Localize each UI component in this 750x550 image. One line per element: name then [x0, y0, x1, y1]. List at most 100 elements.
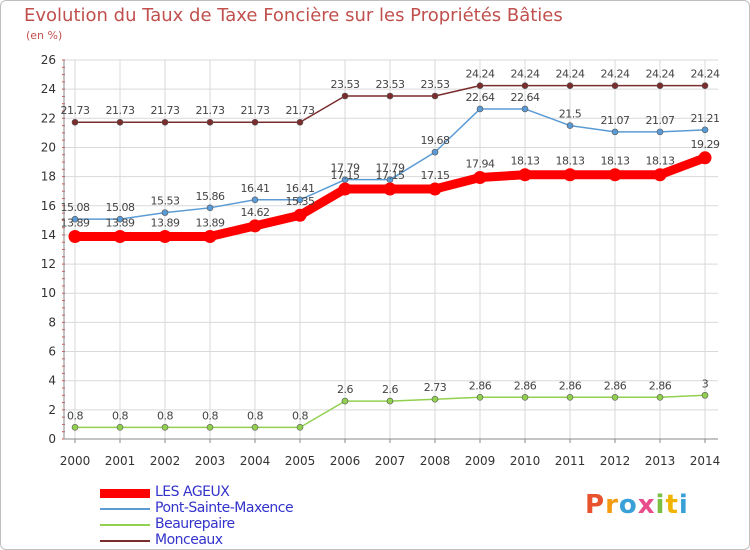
data-point [566, 82, 574, 89]
data-point [611, 82, 619, 89]
data-point [68, 230, 82, 244]
x-tick-label: 2011 [555, 454, 586, 468]
y-tick-label: 0 [48, 432, 56, 446]
data-label: 18.13 [601, 155, 630, 168]
data-point [161, 424, 169, 431]
data-point [341, 397, 349, 405]
y-tick-label: 26 [41, 53, 56, 67]
data-label: 17.94 [466, 157, 495, 170]
data-label: 19.68 [421, 134, 450, 147]
data-label: 2.86 [469, 379, 492, 392]
legend-label: Pont-Sainte-Maxence [155, 500, 294, 516]
x-tick-label: 2010 [510, 454, 541, 468]
y-tick-label: 20 [41, 140, 56, 154]
data-label: 17.15 [376, 169, 405, 182]
data-label: 21.5 [559, 108, 582, 121]
data-label: 24.24 [511, 68, 540, 81]
data-label: 0.8 [112, 409, 128, 422]
data-label: 21.73 [286, 104, 315, 117]
data-point [341, 92, 349, 100]
data-point [206, 204, 214, 212]
data-label: 16.41 [241, 182, 270, 195]
data-label: 21.73 [151, 104, 180, 117]
y-tick-label: 12 [41, 257, 56, 271]
data-point [428, 182, 442, 196]
data-label: 24.24 [646, 68, 675, 81]
x-tick-label: 2013 [645, 454, 676, 468]
data-label: 16.41 [286, 182, 315, 195]
data-label: 15.86 [196, 190, 225, 203]
legend-swatch [100, 524, 150, 526]
y-tick-label: 4 [48, 374, 56, 388]
data-point [71, 118, 79, 126]
data-label: 15.35 [286, 195, 315, 208]
data-label: 2.86 [514, 379, 537, 392]
data-point [476, 394, 484, 401]
data-point [296, 118, 304, 126]
data-label: 24.24 [691, 68, 720, 81]
data-label: 15.08 [61, 201, 90, 214]
data-label: 22.64 [466, 91, 495, 104]
y-tick-label: 6 [48, 345, 56, 359]
data-point [161, 118, 169, 126]
data-label: 23.53 [376, 78, 405, 91]
data-point [251, 196, 259, 204]
x-tick-label: 2009 [465, 454, 496, 468]
data-point [656, 128, 664, 136]
data-point [521, 394, 529, 401]
data-point [206, 118, 214, 126]
data-label: 13.89 [106, 217, 135, 230]
data-label: 0.8 [157, 409, 173, 422]
legend-swatch [100, 508, 150, 510]
data-point [476, 82, 484, 89]
data-point [431, 395, 439, 403]
y-tick-label: 8 [48, 315, 56, 329]
data-label: 0.8 [67, 409, 83, 422]
data-point [518, 168, 532, 182]
data-label: 24.24 [556, 68, 585, 81]
data-label: 22.64 [511, 91, 540, 104]
data-point [293, 208, 307, 222]
data-point [431, 148, 439, 156]
data-point [611, 128, 619, 136]
data-point [338, 182, 352, 196]
data-point [566, 122, 574, 129]
data-point [161, 209, 169, 216]
data-point [71, 424, 79, 431]
data-point [296, 424, 304, 431]
y-tick-label: 24 [41, 82, 56, 96]
legend-label: Beaurepaire [155, 516, 235, 532]
legend-label: LES AGEUX [155, 484, 230, 500]
legend-label: Monceaux [155, 532, 223, 548]
data-label: 18.13 [556, 155, 585, 168]
x-tick-label: 2003 [195, 454, 226, 468]
data-label: 2.86 [604, 379, 627, 392]
data-label: 2.86 [559, 379, 582, 392]
data-label: 2.6 [382, 383, 398, 396]
data-label: 17.15 [331, 169, 360, 182]
data-label: 24.24 [466, 68, 495, 81]
data-point [158, 230, 172, 244]
data-point [701, 82, 709, 89]
data-point [116, 424, 124, 431]
data-label: 21.73 [61, 104, 90, 117]
data-label: 15.53 [151, 195, 180, 208]
y-tick-label: 14 [41, 228, 56, 242]
data-label: 17.79 [331, 162, 360, 175]
data-label: 21.21 [691, 112, 720, 125]
y-tick-label: 2 [48, 403, 56, 417]
data-point [251, 424, 259, 431]
data-label: 21.73 [196, 104, 225, 117]
data-point [248, 219, 262, 233]
chart-unit: (en %) [26, 29, 63, 42]
data-label: 2.6 [337, 383, 353, 396]
data-point [386, 397, 394, 405]
x-tick-label: 2014 [690, 454, 721, 468]
x-tick-label: 2005 [285, 454, 316, 468]
data-point [383, 182, 397, 196]
data-point [71, 215, 79, 223]
data-label: 18.13 [511, 155, 540, 168]
x-tick-label: 2001 [105, 454, 136, 468]
